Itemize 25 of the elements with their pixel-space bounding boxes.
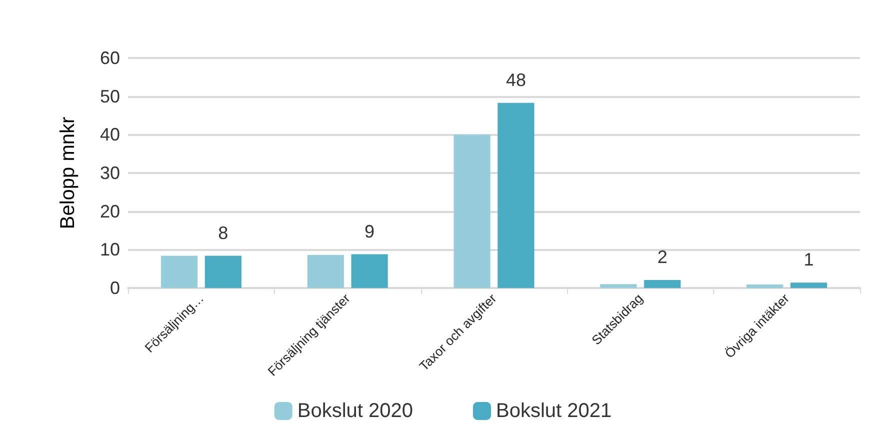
- bar: [498, 102, 534, 288]
- bar: [204, 256, 242, 288]
- data-label: 2: [657, 246, 668, 267]
- data-label: 1: [804, 250, 814, 270]
- bar: [351, 254, 388, 288]
- bar: [600, 284, 637, 288]
- y-tick-label: 0: [110, 278, 120, 298]
- legend-label: Bokslut 2021: [496, 400, 612, 422]
- legend-label: Bokslut 2020: [297, 400, 414, 422]
- y-tick-label: 10: [100, 240, 120, 260]
- y-tick-label: 30: [100, 163, 120, 183]
- y-tick-label: 50: [100, 86, 120, 106]
- bar: [160, 256, 198, 288]
- y-axis-title: Belopp mnkr: [57, 116, 79, 230]
- data-label: 48: [506, 70, 526, 90]
- bar: [454, 134, 490, 288]
- y-tick-label: 60: [100, 48, 120, 68]
- y-tick-label: 40: [100, 124, 120, 145]
- bar: [746, 284, 784, 288]
- y-tick-label: 20: [100, 201, 120, 222]
- bar: [790, 282, 828, 288]
- data-label: 8: [218, 222, 228, 243]
- bar: [307, 255, 344, 288]
- bar: [644, 280, 681, 288]
- data-label: 9: [364, 221, 375, 242]
